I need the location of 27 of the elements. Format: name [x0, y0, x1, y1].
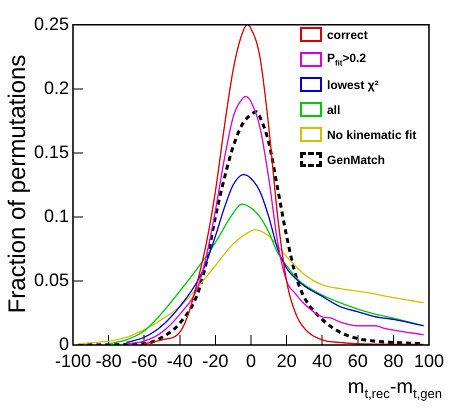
legend-label: No kinematic fit: [327, 128, 416, 142]
legend-label: lowest χ²: [327, 78, 379, 92]
legend-label: P$_{fit}$>0.2: [327, 51, 366, 68]
x-tick-label: -20: [202, 350, 228, 371]
line-series: [126, 96, 424, 344]
x-tick-label: 40: [312, 350, 332, 371]
x-tick-label: -40: [166, 350, 193, 371]
legend-label: correct: [327, 28, 368, 42]
x-tick-label: 60: [348, 350, 368, 371]
y-tick-label: 0.05: [34, 270, 69, 290]
x-tick-label: 80: [383, 350, 404, 371]
legend-label: GenMatch: [327, 152, 386, 166]
y-tick-label: 0.2: [44, 78, 69, 98]
x-tick-label: -60: [131, 350, 158, 371]
x-tick-label: 0: [246, 350, 256, 371]
y-axis-title: Fraction of permutations: [4, 54, 32, 314]
line-series: [126, 174, 424, 344]
y-tick-label: 0.25: [34, 14, 69, 34]
y-tick-label: 0.15: [34, 142, 69, 162]
x-axis-title: m$_{t,rec}$-m$_{t,gen}$: [348, 376, 442, 403]
legend-label: all: [327, 102, 340, 116]
line-series: [78, 229, 424, 344]
x-tick-label: 100: [414, 350, 444, 371]
line-series: [144, 24, 424, 345]
x-tick-label: 20: [276, 350, 297, 371]
x-tick-label: -80: [96, 350, 122, 371]
y-tick-label: 0.1: [44, 206, 69, 226]
